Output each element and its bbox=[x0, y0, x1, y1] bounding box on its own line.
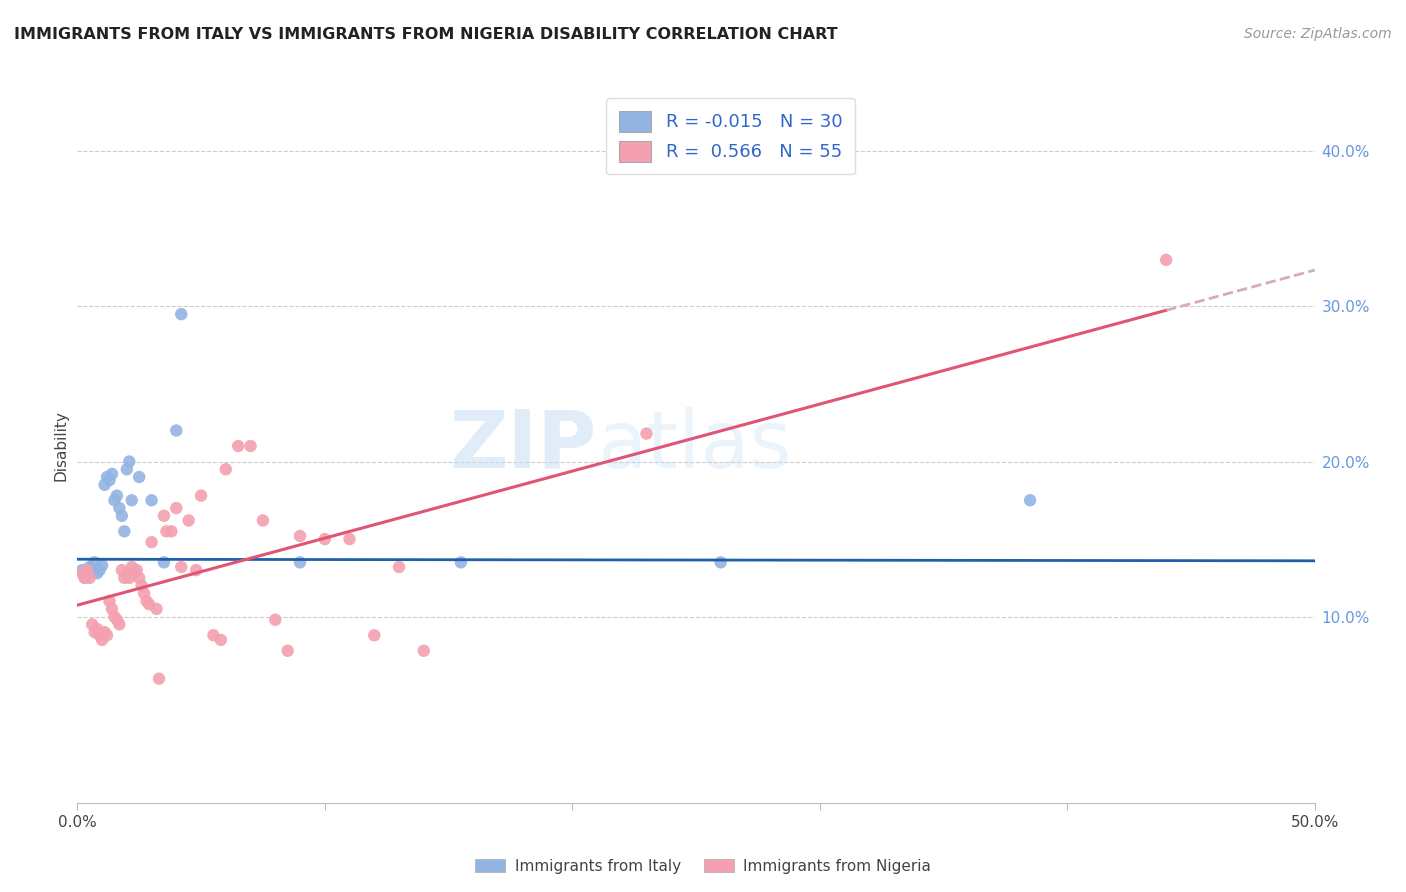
Point bbox=[1019, 493, 1042, 508]
Point bbox=[82, 617, 104, 632]
Point bbox=[112, 524, 135, 539]
Point bbox=[209, 632, 232, 647]
Point bbox=[82, 563, 104, 577]
Point bbox=[170, 307, 193, 321]
Point bbox=[121, 560, 143, 574]
Point bbox=[134, 586, 156, 600]
Point bbox=[125, 563, 148, 577]
Point bbox=[79, 560, 101, 574]
Point bbox=[72, 566, 94, 581]
Point bbox=[86, 622, 108, 636]
Text: Source: ZipAtlas.com: Source: ZipAtlas.com bbox=[1244, 27, 1392, 41]
Point bbox=[141, 493, 163, 508]
Point bbox=[96, 470, 118, 484]
Point bbox=[122, 566, 145, 581]
Point bbox=[412, 644, 434, 658]
Point bbox=[239, 439, 262, 453]
Point bbox=[91, 632, 114, 647]
Point bbox=[184, 563, 207, 577]
Point bbox=[103, 609, 125, 624]
Point bbox=[202, 628, 225, 642]
Point bbox=[108, 617, 131, 632]
Point bbox=[105, 489, 128, 503]
Point bbox=[118, 571, 141, 585]
Point bbox=[314, 532, 336, 546]
Text: ZIP: ZIP bbox=[450, 407, 598, 485]
Point bbox=[98, 473, 121, 487]
Point bbox=[170, 560, 193, 574]
Point bbox=[165, 424, 187, 438]
Point bbox=[101, 602, 124, 616]
Point bbox=[128, 470, 150, 484]
Point bbox=[1154, 252, 1177, 267]
Point bbox=[288, 529, 311, 543]
Point bbox=[252, 513, 274, 527]
Point bbox=[165, 501, 187, 516]
Point bbox=[89, 628, 111, 642]
Y-axis label: Disability: Disability bbox=[53, 410, 69, 482]
Point bbox=[160, 524, 183, 539]
Point bbox=[215, 462, 238, 476]
Point bbox=[121, 493, 143, 508]
Point bbox=[103, 493, 125, 508]
Point bbox=[177, 513, 200, 527]
Point bbox=[138, 597, 160, 611]
Point bbox=[89, 563, 111, 577]
Point bbox=[636, 426, 658, 441]
Point bbox=[450, 555, 472, 569]
Point bbox=[115, 462, 138, 476]
Point bbox=[288, 555, 311, 569]
Point bbox=[141, 535, 163, 549]
Point bbox=[264, 613, 287, 627]
Point bbox=[155, 524, 177, 539]
Point bbox=[153, 555, 176, 569]
Point bbox=[148, 672, 170, 686]
Point bbox=[388, 560, 411, 574]
Legend: R = -0.015   N = 30, R =  0.566   N = 55: R = -0.015 N = 30, R = 0.566 N = 55 bbox=[606, 98, 855, 174]
Point bbox=[135, 594, 157, 608]
Point bbox=[86, 566, 108, 581]
Point bbox=[339, 532, 361, 546]
Point bbox=[108, 501, 131, 516]
Point bbox=[115, 566, 138, 581]
Point bbox=[145, 602, 167, 616]
Point bbox=[96, 628, 118, 642]
Point bbox=[118, 454, 141, 468]
Point bbox=[76, 566, 98, 581]
Point bbox=[190, 489, 212, 503]
Legend: Immigrants from Italy, Immigrants from Nigeria: Immigrants from Italy, Immigrants from N… bbox=[468, 853, 938, 880]
Point bbox=[710, 555, 733, 569]
Point bbox=[226, 439, 249, 453]
Text: IMMIGRANTS FROM ITALY VS IMMIGRANTS FROM NIGERIA DISABILITY CORRELATION CHART: IMMIGRANTS FROM ITALY VS IMMIGRANTS FROM… bbox=[14, 27, 838, 42]
Point bbox=[79, 571, 101, 585]
Point bbox=[83, 625, 105, 640]
Point bbox=[111, 563, 134, 577]
Point bbox=[153, 508, 176, 523]
Point bbox=[93, 477, 115, 491]
Text: atlas: atlas bbox=[598, 407, 792, 485]
Point bbox=[73, 571, 96, 585]
Point bbox=[93, 625, 115, 640]
Point bbox=[128, 571, 150, 585]
Point bbox=[72, 563, 94, 577]
Point bbox=[83, 555, 105, 569]
Point bbox=[73, 571, 96, 585]
Point bbox=[91, 558, 114, 573]
Point bbox=[98, 594, 121, 608]
Point bbox=[363, 628, 385, 642]
Point bbox=[111, 508, 134, 523]
Point bbox=[76, 563, 98, 577]
Point bbox=[131, 579, 153, 593]
Point bbox=[101, 467, 124, 481]
Point bbox=[112, 571, 135, 585]
Point bbox=[105, 613, 128, 627]
Point bbox=[277, 644, 299, 658]
